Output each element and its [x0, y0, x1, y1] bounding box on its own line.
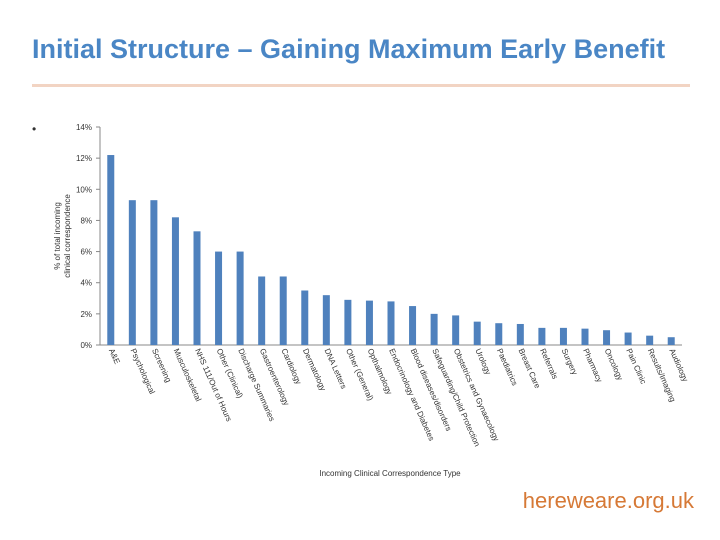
bar [344, 299, 352, 345]
bar [150, 200, 158, 345]
footer-url[interactable]: hereweare.org.uk [522, 488, 694, 513]
y-tick-label: 2% [80, 310, 92, 319]
y-tick-label: 12% [76, 154, 92, 163]
x-tick-label: Audiology [667, 347, 690, 383]
bar [538, 327, 546, 345]
y-tick-label: 4% [80, 279, 92, 288]
bar [301, 290, 309, 345]
bar-series [107, 155, 675, 345]
bar [624, 332, 632, 345]
bar [581, 328, 589, 345]
x-tick-label: Screening [150, 347, 173, 384]
bar [365, 300, 373, 345]
x-tick-labels: A&E PsychologicalScreeningMusculoskeletal… [107, 347, 690, 448]
bar [667, 337, 675, 345]
y-axis: 0% 2% 4% 6% 8% 10% 12% 14% [76, 123, 682, 350]
x-tick-label: Dermatology [301, 347, 328, 392]
x-tick-label: Referrals [538, 347, 559, 380]
bar [322, 295, 330, 345]
x-tick-label: Urology [473, 347, 492, 376]
bar [258, 276, 266, 345]
y-axis-label: % of total incomingclinical corresponden… [53, 194, 72, 278]
x-tick-label: Cardiology [279, 347, 303, 386]
bar [452, 315, 460, 345]
bar [603, 330, 611, 345]
bar [387, 301, 395, 345]
y-tick-label: 8% [80, 216, 92, 225]
bar [473, 321, 481, 345]
y-tick-label: 14% [76, 123, 92, 132]
bullet-point: • [32, 122, 37, 136]
bar [107, 155, 115, 345]
bar [646, 335, 654, 345]
bar [495, 323, 503, 345]
bar [516, 323, 524, 345]
bar [430, 313, 438, 345]
y-tick-label: 0% [80, 341, 92, 350]
x-tick-label: A&E [107, 347, 122, 365]
y-tick-label: 6% [80, 248, 92, 257]
x-tick-label: Pain Clinic [624, 347, 648, 385]
bar [193, 231, 201, 345]
y-tick-label: 10% [76, 185, 92, 194]
bar [171, 217, 179, 345]
bar [215, 251, 223, 345]
bar [559, 327, 567, 345]
bar [236, 251, 244, 345]
x-tick-label: Surgery [560, 347, 580, 376]
x-tick-label: Paediatrics [495, 347, 519, 387]
title-underline [32, 84, 690, 87]
x-tick-label: Oncology [603, 347, 625, 382]
bar [409, 306, 417, 345]
x-axis-label: Incoming Clinical Correspondence Type [319, 469, 461, 478]
x-tick-label: Pharmacy [581, 347, 604, 384]
bar [128, 200, 136, 345]
bar [279, 276, 287, 345]
slide-title: Initial Structure – Gaining Maximum Earl… [32, 34, 666, 64]
x-tick-label: Breast Care [517, 347, 543, 390]
